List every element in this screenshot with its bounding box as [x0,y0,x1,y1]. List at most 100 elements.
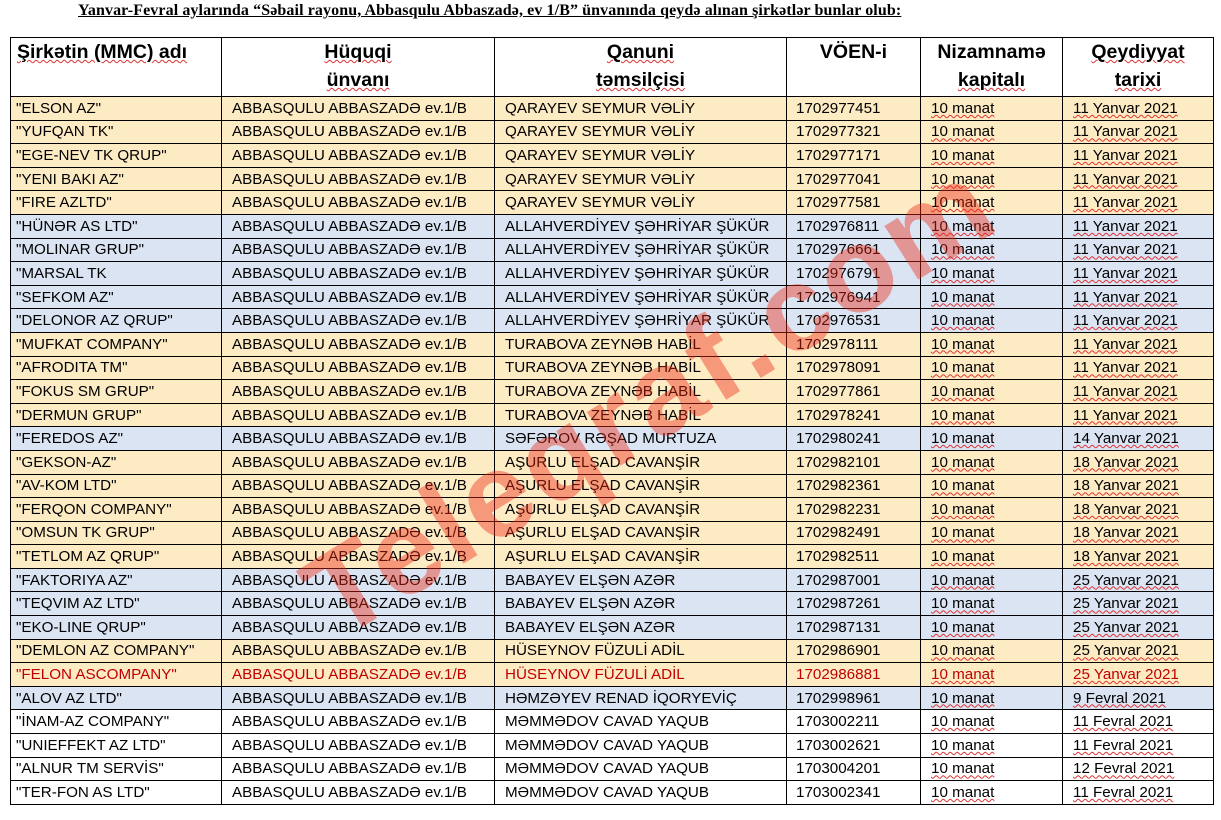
legal-representative-cell: AŞURLU ELŞAD CAVANŞİR [494,449,787,475]
voen-cell: 1702978091 [786,355,921,381]
column-header-company-name: Şirkətin (MMC) adı [10,37,222,97]
table-row: "FELON ASCOMPANY" ABBASQULU ABBASZADƏ ev.… [10,662,1214,687]
legal-address-cell: ABBASQULU ABBASZADƏ ev.1/B [221,638,495,664]
legal-address-cell: ABBASQULU ABBASZADƏ ev.1/B [221,284,495,310]
legal-address-cell: ABBASQULU ABBASZADƏ ev.1/B [221,615,495,640]
table-row: "DERMUN GRUP" ABBASQULU ABBASZADƏ ev.1/B T… [10,402,1214,428]
legal-representative-cell: MƏMMƏDOV CAVAD YAQUB [494,756,787,782]
legal-representative-cell: QARAYEV SEYMUR VƏLİY [494,166,787,192]
voen-cell: 1702976661 [786,237,921,263]
voen-cell: 1702977171 [786,143,921,168]
table-row: "DELONOR AZ QRUP" ABBASQULU ABBASZADƏ ev.… [10,308,1214,333]
charter-capital-cell: 10 manat [920,497,1063,522]
legal-representative-cell: TURABOVA ZEYNƏB HABİL [494,331,787,357]
legal-representative-cell: MƏMMƏDOV CAVAD YAQUB [494,733,787,758]
voen-cell: 1703002341 [786,780,921,805]
registration-date-cell: 11 Yanvar 2021 [1062,331,1214,357]
voen-cell: 1702977321 [786,119,921,145]
legal-representative-cell: QARAYEV SEYMUR VƏLİY [494,143,787,168]
registration-date-cell: 25 Yanvar 2021 [1062,615,1214,640]
voen-cell: 1702982231 [786,497,921,522]
voen-cell: 1702987261 [786,591,921,617]
legal-representative-cell: ALLAHVERDİYEV ŞƏHRİYAR ŞÜKÜR [494,237,787,263]
column-header-legal-representative: Qanuni təmsilçisi [494,37,787,97]
company-name-cell: "YENI BAKI AZ" [10,166,222,192]
table-row: "EGE-NEV TK QRUP" ABBASQULU ABBASZADƏ ev.… [10,143,1214,168]
legal-address-cell: ABBASQULU ABBASZADƏ ev.1/B [221,96,495,121]
legal-address-cell: ABBASQULU ABBASZADƏ ev.1/B [221,473,495,499]
table-row: "AV-KOM LTD" ABBASQULU ABBASZADƏ ev.1/B AŞ… [10,473,1214,499]
charter-capital-cell: 10 manat [920,166,1063,192]
company-name-cell: "AFRODITA TM" [10,355,222,381]
registration-date-cell: 11 Yanvar 2021 [1062,143,1214,168]
table-row: "FIRE AZLTD" ABBASQULU ABBASZADƏ ev.1/B QA… [10,190,1214,215]
charter-capital-cell: 10 manat [920,473,1063,499]
registration-date-cell: 11 Yanvar 2021 [1062,119,1214,145]
legal-address-cell: ABBASQULU ABBASZADƏ ev.1/B [221,331,495,357]
company-name-cell: "DELONOR AZ QRUP" [10,308,222,333]
legal-representative-cell: HÜSEYNOV FÜZULİ ADİL [494,638,787,664]
legal-representative-cell: QARAYEV SEYMUR VƏLİY [494,96,787,121]
legal-address-cell: ABBASQULU ABBASZADƏ ev.1/B [221,685,495,711]
legal-representative-cell: QARAYEV SEYMUR VƏLİY [494,119,787,145]
voen-cell: 1702987001 [786,567,921,593]
legal-address-cell: ABBASQULU ABBASZADƏ ev.1/B [221,379,495,404]
table-row: "AFRODITA TM" ABBASQULU ABBASZADƏ ev.1/B T… [10,355,1214,381]
legal-representative-cell: ALLAHVERDİYEV ŞƏHRİYAR ŞÜKÜR [494,284,787,310]
legal-representative-cell: HÜSEYNOV FÜZULİ ADİL [494,662,787,687]
legal-representative-cell: BABAYEV ELŞƏN AZƏR [494,567,787,593]
registration-date-cell: 25 Yanvar 2021 [1062,567,1214,593]
voen-cell: 1702982511 [786,544,921,569]
table-row: "OMSUN TK GRUP" ABBASQULU ABBASZADƏ ev.1/… [10,520,1214,546]
legal-address-cell: ABBASQULU ABBASZADƏ ev.1/B [221,308,495,333]
charter-capital-cell: 10 manat [920,449,1063,475]
document-title: Yanvar-Fevral aylarında “Səbail rayonu, … [78,2,902,19]
legal-representative-cell: MƏMMƏDOV CAVAD YAQUB [494,780,787,805]
voen-cell: 1702986901 [786,638,921,664]
registration-date-cell: 11 Yanvar 2021 [1062,379,1214,404]
legal-representative-cell: AŞURLU ELŞAD CAVANŞİR [494,544,787,569]
company-name-cell: "HÜNƏR AS LTD" [10,213,222,239]
legal-representative-cell: BABAYEV ELŞƏN AZƏR [494,591,787,617]
company-name-cell: "EGE-NEV TK QRUP" [10,143,222,168]
voen-cell: 1702978241 [786,402,921,428]
legal-address-cell: ABBASQULU ABBASZADƏ ev.1/B [221,662,495,687]
legal-address-cell: ABBASQULU ABBASZADƏ ev.1/B [221,756,495,782]
charter-capital-cell: 10 manat [920,284,1063,310]
legal-address-cell: ABBASQULU ABBASZADƏ ev.1/B [221,544,495,569]
registration-date-cell: 11 Yanvar 2021 [1062,402,1214,428]
table-row: "DEMLON AZ COMPANY" ABBASQULU ABBASZADƏ e… [10,638,1214,664]
company-name-cell: "UNIEFFEKT AZ LTD" [10,733,222,758]
legal-representative-cell: TURABOVA ZEYNƏB HABİL [494,402,787,428]
charter-capital-cell: 10 manat [920,379,1063,404]
registration-date-cell: 25 Yanvar 2021 [1062,591,1214,617]
legal-representative-cell: ALLAHVERDİYEV ŞƏHRİYAR ŞÜKÜR [494,213,787,239]
voen-cell: 1702976531 [786,308,921,333]
legal-address-cell: ABBASQULU ABBASZADƏ ev.1/B [221,780,495,805]
table-row: "MARSAL TK ABBASQULU ABBASZADƏ ev.1/B ALLA… [10,261,1214,286]
table-row: "GEKSON-AZ" ABBASQULU ABBASZADƏ ev.1/B AŞU… [10,449,1214,475]
voen-cell: 1703002621 [786,733,921,758]
registration-date-cell: 11 Fevral 2021 [1062,780,1214,805]
table-header-row: Şirkətin (MMC) adı Hüquqi ünvanı Qanuni tə… [10,37,1214,97]
company-name-cell: "ALOV AZ LTD" [10,685,222,711]
registration-date-cell: 11 Yanvar 2021 [1062,166,1214,192]
company-name-cell: "FELON ASCOMPANY" [10,662,222,687]
legal-representative-cell: QARAYEV SEYMUR VƏLİY [494,190,787,215]
legal-address-cell: ABBASQULU ABBASZADƏ ev.1/B [221,591,495,617]
company-name-cell: "SEFKOM AZ" [10,284,222,310]
column-header-voen: VÖEN-i [786,37,921,97]
legal-representative-cell: AŞURLU ELŞAD CAVANŞİR [494,473,787,499]
registration-date-cell: 11 Yanvar 2021 [1062,190,1214,215]
registration-date-cell: 18 Yanvar 2021 [1062,473,1214,499]
charter-capital-cell: 10 manat [920,520,1063,546]
company-name-cell: "TETLOM AZ QRUP" [10,544,222,569]
charter-capital-cell: 10 manat [920,544,1063,569]
voen-cell: 1702977581 [786,190,921,215]
charter-capital-cell: 10 manat [920,615,1063,640]
charter-capital-cell: 10 manat [920,638,1063,664]
registration-date-cell: 9 Fevral 2021 [1062,685,1214,711]
legal-address-cell: ABBASQULU ABBASZADƏ ev.1/B [221,733,495,758]
table-row: "YUFQAN TK" ABBASQULU ABBASZADƏ ev.1/B QAR… [10,119,1214,145]
table-row: "TETLOM AZ QRUP" ABBASQULU ABBASZADƏ ev.1… [10,544,1214,569]
